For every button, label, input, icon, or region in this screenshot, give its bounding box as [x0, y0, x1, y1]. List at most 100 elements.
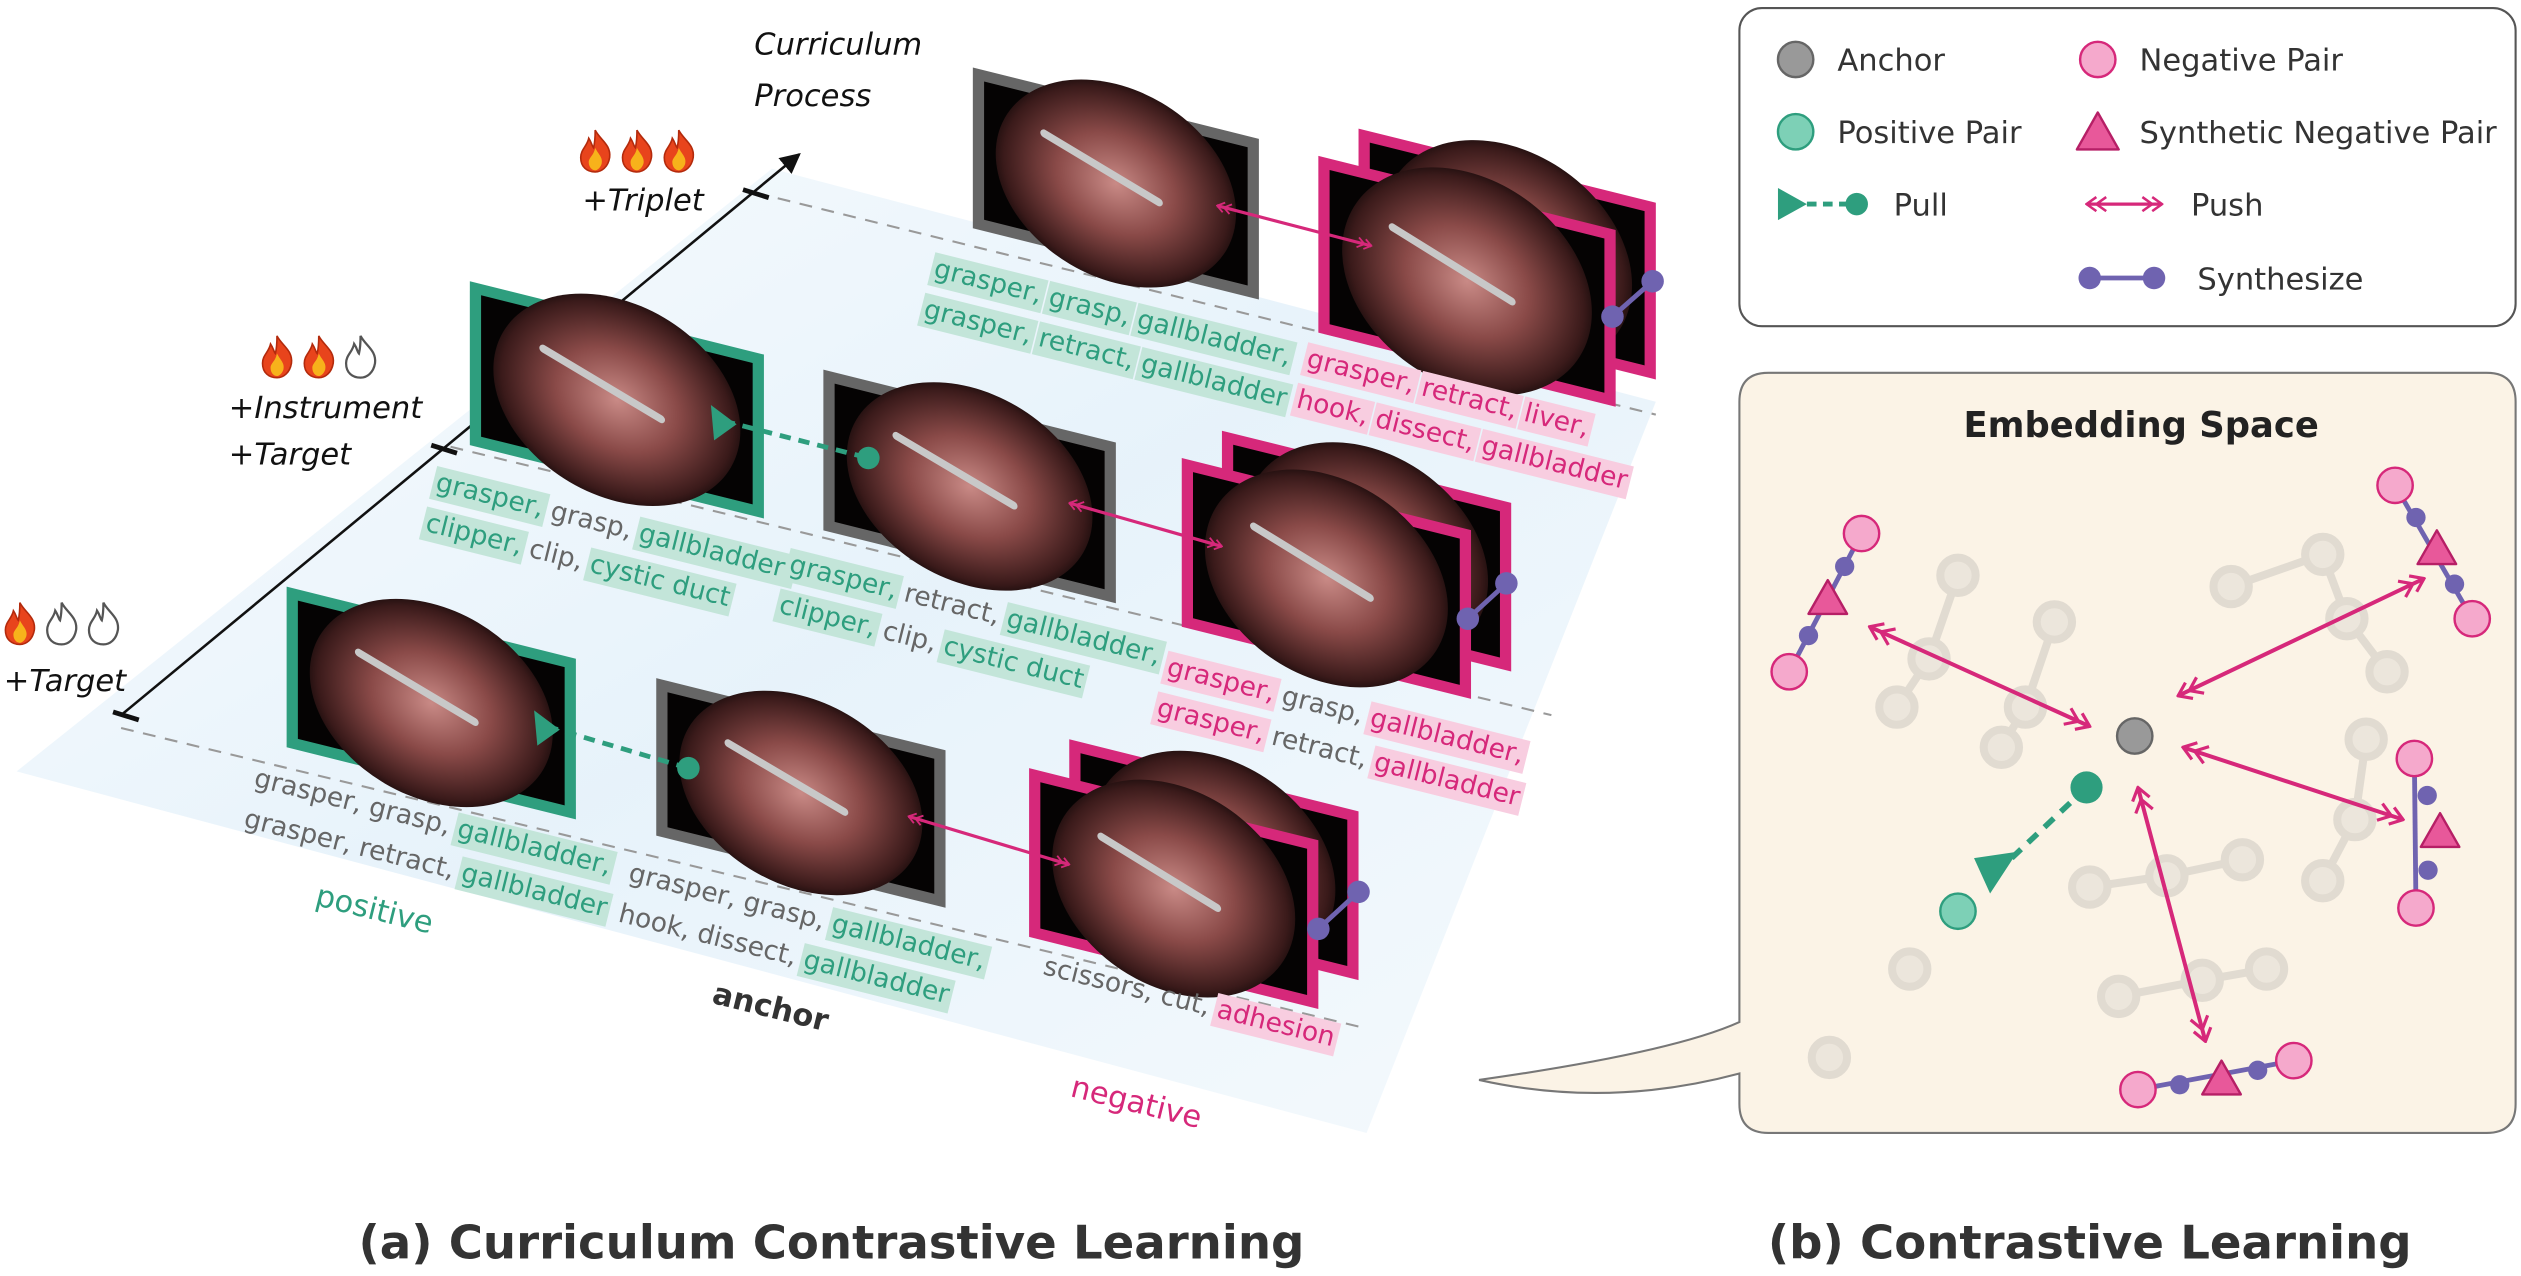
legend-label: Push: [2191, 188, 2263, 223]
token-highlight: [936, 629, 1091, 699]
image-frame: [1181, 458, 1472, 699]
image-frame: [823, 369, 1116, 604]
synth-dot: [2444, 574, 2465, 594]
token-highlight: [1210, 993, 1342, 1057]
synth-dot: [1495, 572, 1518, 595]
legend-label: Synthetic Negative Pair: [2140, 116, 2498, 151]
token-highlight: [1367, 745, 1527, 816]
token-highlight: [429, 465, 551, 527]
token-highlight: [1517, 396, 1596, 447]
image-frame: [656, 678, 946, 908]
stage-label: +Target: [4, 664, 127, 699]
synth-dot: [2417, 785, 2437, 806]
column-label: positive: [312, 879, 437, 942]
pull-dot: [677, 756, 700, 780]
token-highlight: [927, 252, 1049, 314]
negative-point: [1770, 652, 1809, 691]
pull-head: [710, 404, 737, 441]
token-highlight: [1289, 382, 1376, 435]
token-highlight: [1134, 346, 1294, 418]
negative-pairs: [1770, 466, 2492, 1109]
token-highlight: [1474, 428, 1634, 500]
instrument: [724, 739, 849, 816]
instrument: [1388, 223, 1516, 306]
token-highlight: [824, 907, 993, 980]
negative-point: [2397, 889, 2435, 927]
token-highlight: [583, 547, 737, 617]
negative-point: [1842, 514, 1881, 553]
scope-view: [846, 382, 1093, 591]
token-highlight: [1368, 402, 1482, 462]
token-highlight: [1300, 342, 1422, 404]
embedding-panel: [1478, 371, 2517, 1135]
token-highlight: [418, 506, 529, 565]
synth-dot: [2406, 507, 2426, 528]
panel-caption: (b) Contrastive Learning: [1768, 1215, 2412, 1269]
image-frame: [286, 586, 576, 820]
token-highlight: [1160, 650, 1282, 712]
image-frame: [1029, 768, 1319, 1010]
token-highlight: [1150, 691, 1272, 753]
synthetic-negative: [2201, 1059, 2243, 1096]
synth-dot: [1835, 556, 1855, 577]
synth-dot: [1641, 269, 1664, 293]
synthetic-negative: [1807, 578, 1849, 616]
pull-dot: [857, 446, 880, 470]
synth-dot: [1601, 305, 1624, 328]
legend-label: Anchor: [1837, 44, 1945, 79]
token-highlight: [782, 547, 904, 609]
negative-point: [2453, 599, 2492, 638]
curriculum-axis: [120, 152, 801, 717]
negative-point: [2395, 739, 2434, 778]
synth-dot: [2170, 1075, 2190, 1095]
token-highlight: [1041, 280, 1137, 336]
instrument: [892, 431, 1018, 510]
token-highlight: [1414, 370, 1524, 429]
image-frame: [1318, 155, 1616, 407]
token-highlight: [1130, 302, 1298, 376]
token-highlight: [796, 943, 956, 1014]
instrument: [1040, 129, 1163, 207]
legend-icons: [1776, 40, 2166, 290]
synth-dot: [1798, 625, 1819, 646]
panel-caption: (a) Curriculum Contrastive Learning: [358, 1215, 1304, 1269]
synth-dot: [1456, 607, 1480, 630]
token-highlight: [1363, 701, 1531, 774]
legend-label: Negative Pair: [2140, 44, 2344, 79]
push-link: [1069, 503, 1222, 546]
legend-box: [1738, 6, 2517, 328]
token-highlight: [1031, 321, 1141, 380]
push-arrows: [1870, 579, 2424, 1042]
pull-link: [546, 724, 690, 771]
stage-label: +Triplet: [582, 184, 704, 219]
scope-view: [1342, 167, 1592, 396]
synth-dot: [1307, 917, 1330, 941]
synthetic-negative: [2419, 811, 2461, 849]
instrument: [1250, 522, 1374, 602]
image-frame: [972, 67, 1259, 300]
pull-head: [534, 710, 560, 746]
push-link: [1217, 206, 1371, 246]
instrument: [539, 344, 666, 424]
pull: [1939, 717, 2154, 931]
scope-view: [1052, 779, 1296, 998]
negative-point: [2119, 1070, 2157, 1109]
synth-link: [2411, 758, 2419, 909]
token-highlight: [772, 588, 883, 647]
negative-point: [2376, 466, 2414, 505]
push-link: [909, 816, 1070, 864]
stage-label: +Instrument: [229, 391, 423, 426]
synthetic-negative: [2416, 529, 2458, 566]
scope-view: [1204, 469, 1448, 688]
token-highlight: [999, 602, 1167, 675]
token-highlight: [454, 856, 614, 927]
negative-point: [2274, 1041, 2313, 1080]
token-highlight: [450, 812, 618, 885]
scope-view: [493, 293, 741, 507]
scope-view: [679, 690, 923, 896]
axis-label: Curriculum: [754, 28, 922, 63]
token-highlight: [917, 292, 1039, 354]
axis-ticks: [112, 187, 770, 723]
token-highlight: [632, 516, 800, 590]
